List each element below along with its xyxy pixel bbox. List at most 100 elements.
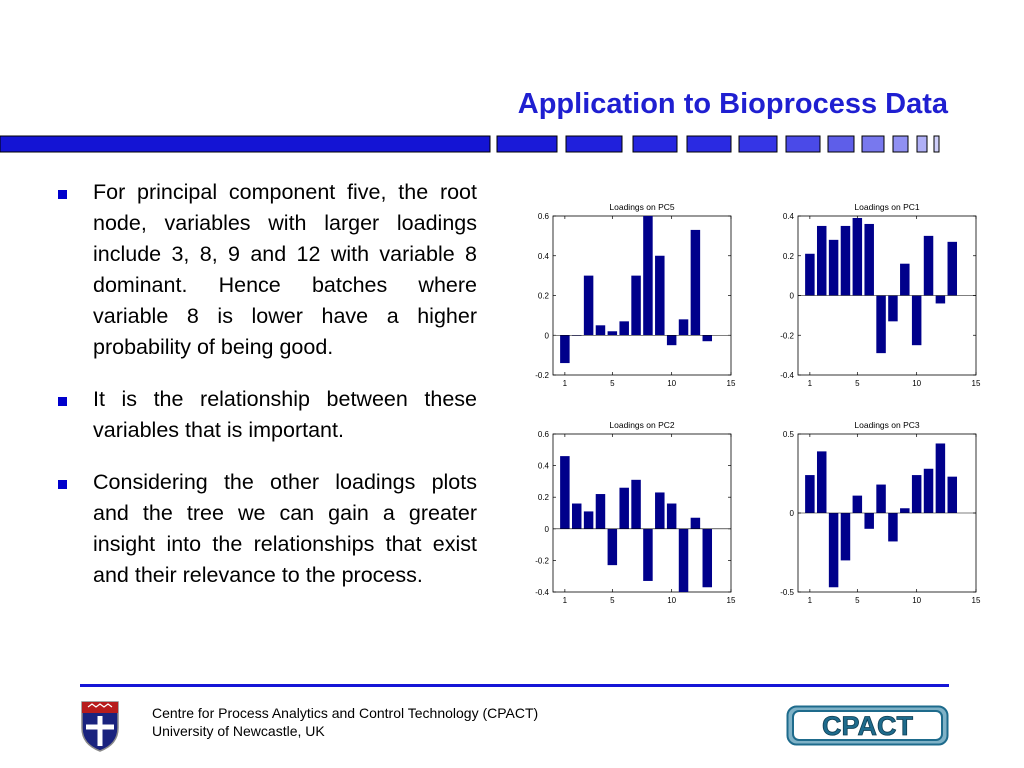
loading-bar (852, 495, 863, 513)
chart-title: Loadings on PC1 (854, 202, 919, 212)
y-tick-label: -0.2 (780, 331, 794, 340)
slide-title: Application to Bioprocess Data (517, 88, 948, 120)
loading-bar (571, 503, 582, 529)
x-tick-label: 15 (972, 379, 981, 388)
y-tick-label: -0.2 (535, 556, 549, 565)
loading-bar (876, 484, 886, 513)
loading-bar (631, 479, 641, 529)
loading-bar (595, 325, 606, 336)
footer-text: Centre for Process Analytics and Control… (152, 704, 538, 740)
loading-bar (911, 475, 922, 513)
loadings-charts: Loadings on PC5-0.200.20.40.61 5 10 15Loadi… (535, 202, 981, 605)
x-tick-label: 5 (855, 596, 860, 605)
loading-bar (876, 295, 886, 354)
loading-bar (702, 335, 713, 342)
loading-bar (643, 528, 653, 581)
y-tick-label: -0.4 (780, 371, 794, 380)
loading-bar (607, 331, 618, 336)
loading-bar (888, 513, 898, 542)
y-tick-label: 0 (790, 292, 795, 301)
loading-bar (923, 235, 934, 296)
cpact-logo: CPACT (786, 705, 949, 746)
y-tick-label: 0.6 (538, 430, 550, 439)
x-tick-label: 5 (610, 596, 615, 605)
loading-bar (678, 528, 689, 592)
loading-bar (911, 295, 922, 346)
bullet-item: For principal component five, the root n… (55, 177, 477, 363)
y-tick-label: 0.2 (783, 252, 795, 261)
bullet-list: For principal component five, the root n… (55, 177, 477, 612)
x-tick-label: 5 (610, 379, 615, 388)
footer-university: University of Newcastle, UK (152, 723, 325, 739)
chart-title: Loadings on PC2 (609, 420, 674, 430)
chart-title: Loadings on PC5 (609, 202, 674, 212)
loading-bar (816, 451, 827, 513)
x-tick-label: 10 (912, 596, 921, 605)
loading-bar (619, 487, 629, 529)
university-shield-logo (81, 701, 119, 752)
bullet-item: It is the relationship between these var… (55, 384, 477, 446)
y-tick-label: 0.2 (538, 292, 550, 301)
y-tick-label: 0.5 (783, 430, 795, 439)
loading-bar (805, 475, 815, 513)
x-tick-label: 15 (727, 596, 736, 605)
loading-bar (607, 528, 618, 566)
x-tick-label: 5 (855, 379, 860, 388)
bullet-text: It is the relationship between these var… (93, 387, 477, 442)
bullet-marker-icon (58, 397, 67, 406)
loading-bar (852, 217, 863, 296)
loading-bar (560, 335, 570, 364)
plot-frame (552, 215, 732, 376)
loading-bar (864, 513, 874, 529)
y-tick-label: -0.4 (535, 588, 549, 597)
loading-bar (900, 508, 910, 513)
loading-bar (840, 513, 851, 561)
bullet-text: For principal component five, the root n… (93, 180, 477, 359)
y-tick-label: 0 (545, 525, 550, 534)
loading-bar (643, 216, 653, 336)
loading-bar (583, 275, 594, 336)
title-underline-bar (0, 135, 940, 153)
loading-bar (678, 319, 689, 336)
loading-bar (595, 494, 606, 529)
loading-bar (619, 321, 629, 336)
y-tick-label: 0.4 (538, 252, 550, 261)
y-tick-label: -0.2 (535, 371, 549, 380)
cpact-logo-text: CPACT (822, 711, 914, 741)
y-tick-label: 0.4 (783, 212, 795, 221)
y-tick-label: 0.6 (538, 212, 550, 221)
loading-bar (864, 223, 874, 296)
loading-bar (935, 295, 946, 304)
loading-bar (655, 255, 665, 336)
bullet-item: Considering the other loadings plots and… (55, 467, 477, 591)
x-tick-label: 10 (667, 379, 676, 388)
loading-bar (947, 476, 958, 513)
x-tick-label: 10 (912, 379, 921, 388)
loading-bar (888, 295, 898, 322)
bullet-text: Considering the other loadings plots and… (93, 470, 477, 587)
bullet-marker-icon (58, 480, 67, 489)
loading-bar (583, 511, 594, 529)
loading-bar (631, 275, 641, 336)
x-tick-label: 1 (563, 379, 568, 388)
loading-bar (947, 241, 958, 296)
footer-divider (80, 684, 949, 687)
x-tick-label: 15 (972, 596, 981, 605)
y-tick-label: 0 (790, 509, 795, 518)
loading-bar (900, 263, 910, 296)
loading-bar (828, 239, 839, 296)
loading-bar (666, 335, 677, 346)
loading-bar (560, 456, 570, 529)
x-tick-label: 10 (667, 596, 676, 605)
loading-bar (702, 528, 713, 588)
loading-bar (828, 513, 839, 588)
loading-bar (690, 229, 701, 336)
chart-title: Loadings on PC3 (854, 420, 919, 430)
bullet-marker-icon (58, 190, 67, 199)
x-tick-label: 15 (727, 379, 736, 388)
y-tick-label: -0.5 (780, 588, 794, 597)
loading-bar (840, 225, 851, 296)
footer-centre-name: Centre for Process Analytics and Control… (152, 705, 539, 721)
y-tick-label: 0.4 (538, 462, 550, 471)
loading-bar (935, 443, 946, 513)
